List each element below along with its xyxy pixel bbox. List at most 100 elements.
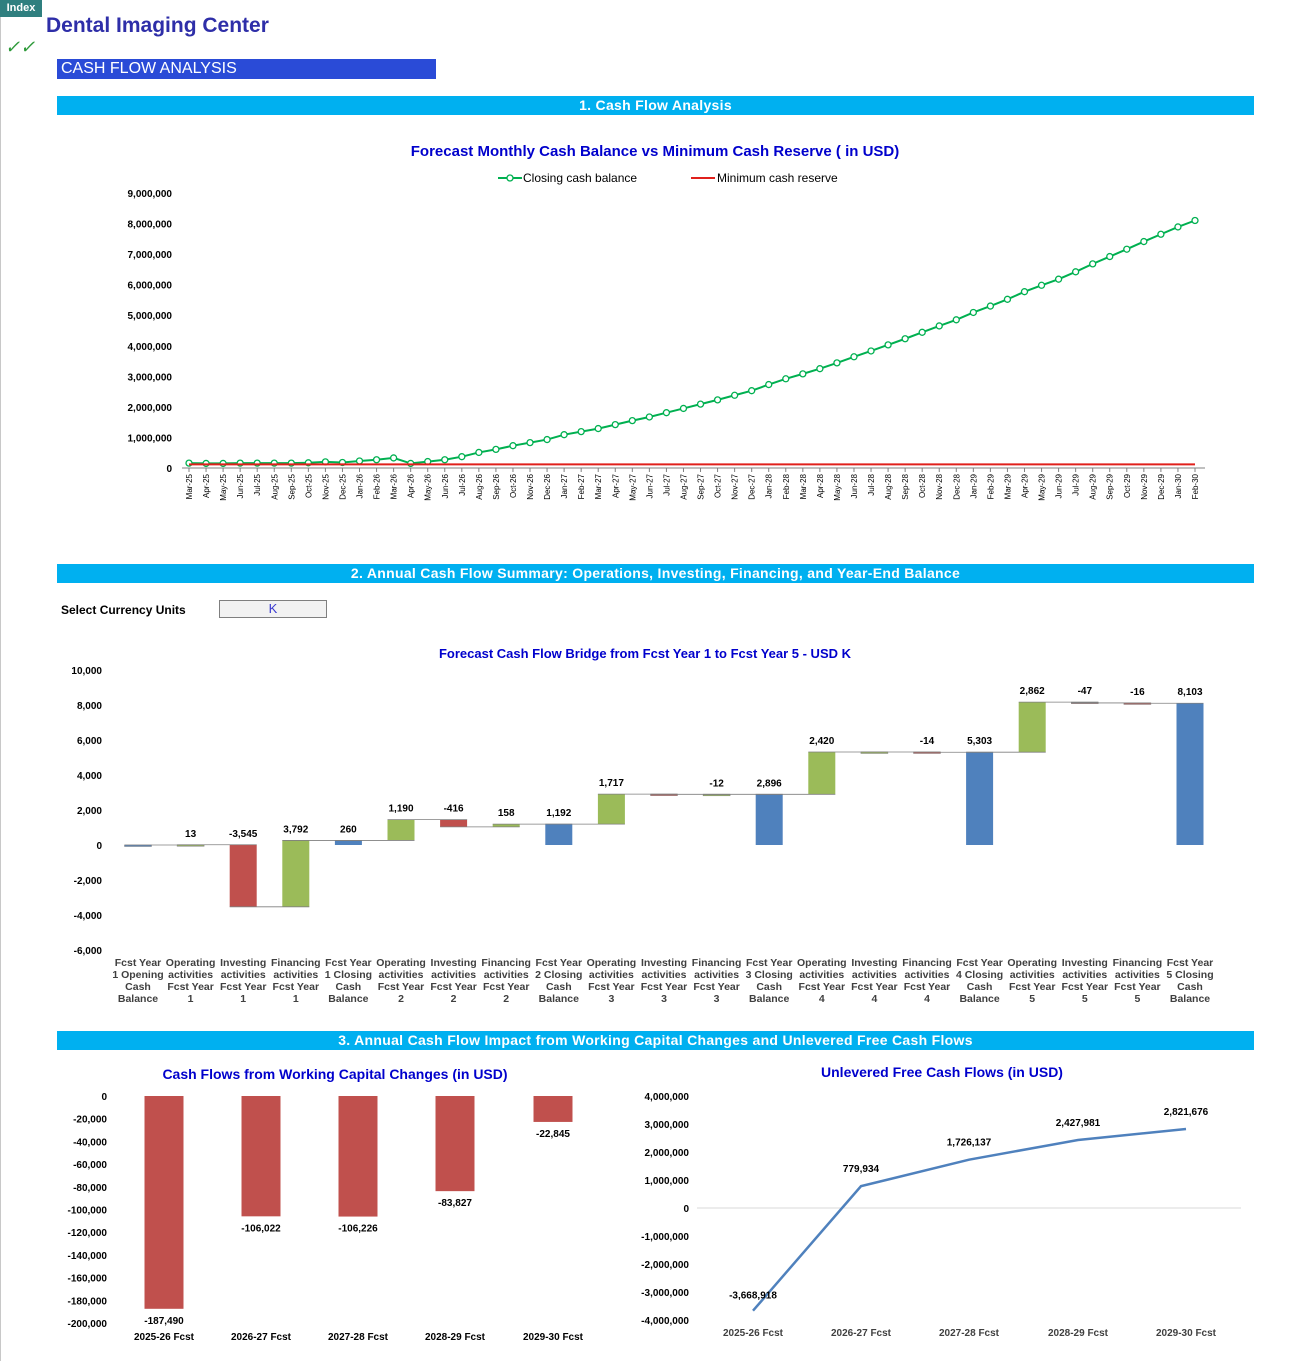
- category-label: 2027-28 Fcst: [328, 1332, 389, 1343]
- category-label: 5: [1134, 993, 1140, 1005]
- legend-label-minimum: Minimum cash reserve: [717, 171, 838, 185]
- category-label: Fcst Year: [1009, 981, 1056, 993]
- category-label: Financing: [481, 957, 531, 969]
- data-label: 779,934: [843, 1164, 880, 1175]
- category-label: 5 Closing: [1166, 969, 1213, 981]
- unlevered-fcf-chart: Unlevered Free Cash Flows (in USD) -4,000…: [641, 1064, 1241, 1339]
- x-tick-label: Apr-28: [816, 473, 825, 498]
- y-tick-label: 1,000,000: [128, 433, 173, 444]
- x-tick-label: Jul-26: [458, 473, 467, 495]
- x-tick-label: Feb-30: [1191, 473, 1200, 499]
- data-label: -12: [709, 778, 724, 789]
- data-point: [577, 427, 585, 436]
- y-tick-label: 3,000,000: [645, 1120, 690, 1131]
- data-point: [372, 456, 381, 464]
- data-point: [765, 380, 773, 389]
- data-label: -187,490: [144, 1316, 184, 1327]
- x-tick-label: Dec-29: [1157, 473, 1166, 499]
- data-label: 2,420: [809, 736, 834, 747]
- section-heading: CASH FLOW ANALYSIS: [57, 59, 436, 79]
- data-point: [1123, 245, 1131, 253]
- data-point: [662, 409, 671, 417]
- data-point: [850, 353, 858, 361]
- y-tick-label: -20,000: [73, 1115, 107, 1126]
- data-label: -47: [1078, 686, 1093, 697]
- y-tick-label: 4,000: [77, 771, 102, 782]
- y-tick-label: 0: [101, 1092, 107, 1103]
- y-tick-label: -200,000: [68, 1319, 108, 1330]
- series-line-closing-cash: [188, 219, 1196, 465]
- category-label: Fcst Year: [1062, 981, 1109, 993]
- waterfall-bar: [597, 794, 625, 825]
- category-label: activities: [905, 969, 950, 981]
- data-point: [1191, 216, 1199, 225]
- category-label: Fcst Year: [220, 981, 267, 993]
- cash-flow-bridge-chart: Forecast Cash Flow Bridge from Fcst Year…: [71, 646, 1213, 1005]
- data-label: 1,717: [599, 778, 624, 789]
- data-point: [986, 302, 995, 310]
- legend-label-closing: Closing cash balance: [523, 171, 637, 185]
- x-tick-label: Nov-27: [731, 473, 740, 499]
- category-label: Operating: [376, 957, 426, 969]
- waterfall-bar: [1018, 702, 1046, 753]
- data-point: [645, 413, 654, 421]
- data-point: [1037, 281, 1046, 289]
- data-label: -14: [920, 736, 935, 747]
- data-point: [1089, 260, 1097, 268]
- x-tick-label: Jan-29: [969, 473, 978, 498]
- data-label: 2,896: [757, 778, 782, 789]
- category-label: 3 Closing: [746, 969, 793, 981]
- data-point: [441, 456, 449, 464]
- monthly-cash-balance-chart: Forecast Monthly Cash Balance vs Minimum…: [128, 143, 1205, 501]
- category-label: 2: [398, 993, 404, 1005]
- category-label: Fcst Year: [378, 981, 425, 993]
- x-tick-label: Jun-26: [441, 473, 450, 498]
- category-label: activities: [1062, 969, 1107, 981]
- category-label: 3: [661, 993, 667, 1005]
- x-tick-label: Mar-28: [799, 473, 808, 499]
- category-label: activities: [589, 969, 634, 981]
- y-tick-label: -120,000: [68, 1228, 108, 1239]
- category-label: Fcst Year: [746, 957, 793, 969]
- waterfall-bar: [334, 840, 362, 845]
- category-label: Fcst Year: [956, 957, 1003, 969]
- y-tick-label: -3,000,000: [641, 1288, 689, 1299]
- data-label: 2,427,981: [1056, 1118, 1101, 1129]
- bar: [338, 1096, 378, 1217]
- waterfall-bar: [808, 751, 836, 795]
- category-label: activities: [799, 969, 844, 981]
- waterfall-bar: [545, 824, 573, 845]
- data-point: [611, 420, 619, 429]
- data-point: [526, 438, 534, 447]
- category-label: 2028-29 Fcst: [425, 1332, 486, 1343]
- data-label: -106,226: [338, 1224, 378, 1235]
- category-label: Operating: [166, 957, 216, 969]
- category-label: 4 Closing: [956, 969, 1003, 981]
- data-point: [935, 322, 943, 330]
- data-label: 1,192: [546, 808, 571, 819]
- x-tick-label: Jul-27: [662, 473, 671, 495]
- waterfall-bar: [966, 752, 994, 845]
- category-label: activities: [273, 969, 318, 981]
- data-point: [833, 359, 841, 367]
- x-tick-label: Jan-28: [765, 473, 774, 498]
- data-point: [816, 365, 824, 373]
- data-point: [696, 400, 705, 408]
- x-tick-label: Mar-26: [390, 473, 399, 499]
- data-label: -3,545: [229, 829, 258, 840]
- index-tab[interactable]: Index: [0, 0, 42, 17]
- x-tick-label: Jun-27: [645, 473, 654, 498]
- category-label: 3: [608, 993, 614, 1005]
- y-tick-label: 6,000,000: [128, 281, 173, 292]
- category-label: Investing: [1062, 957, 1108, 969]
- x-tick-label: Jun-28: [850, 473, 859, 498]
- data-label: -106,022: [241, 1223, 281, 1234]
- category-label: Fcst Year: [799, 981, 846, 993]
- currency-units-label: Select Currency Units: [61, 603, 186, 617]
- y-tick-label: 1,000,000: [645, 1176, 690, 1187]
- category-label: activities: [1115, 969, 1160, 981]
- data-label: -83,827: [438, 1198, 472, 1209]
- data-label: 2,821,676: [1164, 1107, 1209, 1118]
- currency-units-select[interactable]: K: [219, 600, 327, 618]
- y-tick-label: 0: [166, 464, 172, 475]
